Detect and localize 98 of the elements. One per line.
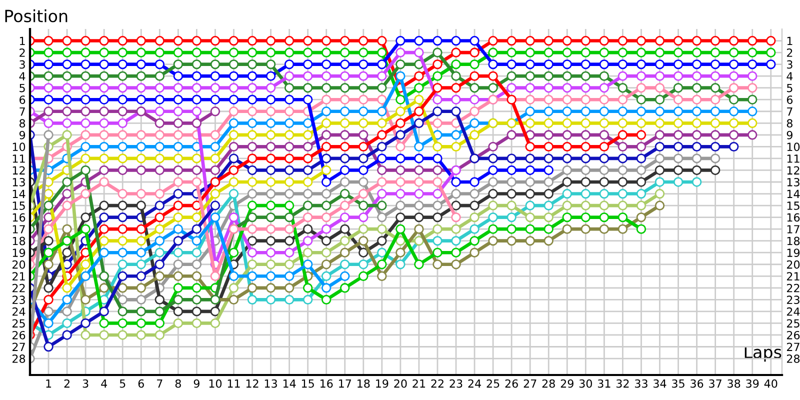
y-axis-title: Position	[5, 9, 68, 22]
x-tick-label: 37	[709, 379, 722, 388]
y-tick-label: 13	[12, 178, 25, 186]
x-tick-label: 27	[524, 379, 536, 388]
x-tick-label: 16	[320, 379, 333, 388]
y2-tick-label: 19	[787, 248, 800, 257]
x-tick-label: 33	[635, 379, 648, 388]
y-tick-label: 18	[12, 236, 26, 246]
y2-tick-label: 10	[787, 142, 800, 152]
y2-tick-label: 15	[787, 202, 800, 210]
y-tick-label: 20	[12, 260, 26, 269]
x-tick-label: 21	[412, 379, 426, 388]
x-tick-label: 34	[654, 379, 666, 388]
x-tick-label: 28	[542, 379, 555, 388]
y-tick-label: 10	[12, 142, 26, 152]
y-tick-label: 25	[12, 319, 25, 328]
y2-tick-label: 5	[787, 84, 792, 92]
y-tick-label: 21	[12, 272, 25, 280]
y-tick-label: 3	[20, 60, 25, 69]
y2-tick-label: 17	[787, 225, 800, 234]
y2-tick-label: 4	[786, 72, 793, 80]
y-tick-label: 6	[20, 96, 26, 104]
x-tick-label: 14	[283, 380, 296, 388]
y2-tick-label: 6	[786, 96, 793, 104]
y-tick-label: 12	[12, 166, 25, 174]
x-tick-label: 3	[82, 379, 88, 388]
y2-tick-label: 7	[787, 108, 792, 116]
y-tick-label: 17	[12, 225, 25, 234]
y-tick-label: 14	[12, 190, 26, 198]
y-tick-label: 4	[19, 72, 26, 80]
y-tick-label: 9	[19, 130, 26, 140]
x-tick-label: 12	[246, 379, 258, 388]
y-tick-label: 16	[12, 213, 26, 222]
y2-tick-label: 14	[787, 190, 800, 198]
x-tick-label: 39	[746, 379, 759, 388]
x-tick-label: 13	[264, 379, 277, 388]
y2-tick-label: 27	[786, 342, 800, 351]
y2-tick-label: 23	[786, 296, 800, 304]
x-tick-label: 7	[157, 380, 162, 388]
x-tick-label: 40	[764, 379, 778, 388]
y2-tick-label: 18	[787, 236, 800, 246]
y-tick-label: 23	[12, 296, 25, 304]
x-tick-label: 30	[579, 379, 592, 388]
y2-tick-label: 8	[786, 119, 792, 128]
y2-tick-label: 21	[786, 272, 800, 280]
x-tick-label: 35	[672, 379, 684, 388]
x-tick-label: 4	[101, 380, 107, 388]
y-tick-label: 7	[20, 108, 25, 116]
x-tick-label: 1	[46, 380, 52, 388]
y2-tick-label: 28	[786, 354, 800, 363]
x-tick-label: 36	[690, 379, 704, 388]
y2-tick-label: 26	[786, 330, 800, 340]
x-tick-label: 38	[728, 379, 740, 388]
y-tick-label: 22	[12, 284, 25, 292]
x-tick-label: 23	[450, 379, 462, 388]
x-tick-label: 26	[505, 379, 518, 388]
y2-tick-label: 24	[786, 307, 800, 316]
y-tick-label: 28	[12, 354, 26, 363]
y2-tick-label: 22	[786, 284, 800, 292]
y-tick-label: 24	[12, 307, 26, 316]
y2-tick-label: 12	[787, 166, 800, 174]
y2-tick-label: 9	[786, 130, 792, 140]
x-tick-label: 15	[302, 380, 314, 388]
y2-tick-label: 20	[786, 260, 800, 269]
y2-tick-label: 1	[787, 36, 792, 45]
y2-tick-label: 25	[786, 319, 800, 328]
x-tick-label: 20	[394, 379, 407, 388]
y-tick-label: 26	[12, 330, 26, 340]
y-tick-label: 8	[20, 119, 26, 128]
x-tick-label: 6	[138, 379, 144, 388]
y-tick-label: 27	[12, 342, 25, 351]
y-tick-label: 11	[12, 154, 25, 163]
y2-tick-label: 16	[787, 213, 800, 222]
x-tick-label: 10	[209, 379, 222, 388]
x-tick-label: 2	[64, 379, 70, 388]
x-tick-label: 18	[358, 379, 370, 388]
x-tick-label: 32	[616, 379, 629, 388]
x-tick-label: 5	[120, 380, 126, 388]
x-tick-label: 11	[228, 380, 240, 388]
x-axis-title: Laps	[744, 346, 782, 362]
x-tick-label: 24	[468, 379, 481, 388]
x-tick-label: 19	[376, 379, 388, 388]
x-tick-label: 8	[175, 379, 181, 388]
y2-tick-label: 13	[787, 178, 800, 186]
y2-tick-label: 3	[787, 60, 792, 69]
y-tick-label: 15	[12, 202, 25, 210]
x-tick-label: 29	[560, 379, 574, 388]
y-tick-label: 5	[20, 84, 25, 92]
y-tick-label: 1	[20, 36, 25, 45]
y2-tick-label: 2	[786, 48, 792, 57]
y-tick-label: 19	[12, 248, 26, 257]
x-tick-label: 31	[598, 379, 610, 388]
x-tick-label: 22	[431, 379, 444, 388]
y-tick-label: 2	[20, 48, 25, 57]
x-tick-label: 17	[339, 380, 351, 388]
y2-tick-label: 11	[787, 154, 800, 163]
x-tick-label: 9	[194, 379, 200, 388]
x-tick-label: 25	[486, 379, 500, 388]
